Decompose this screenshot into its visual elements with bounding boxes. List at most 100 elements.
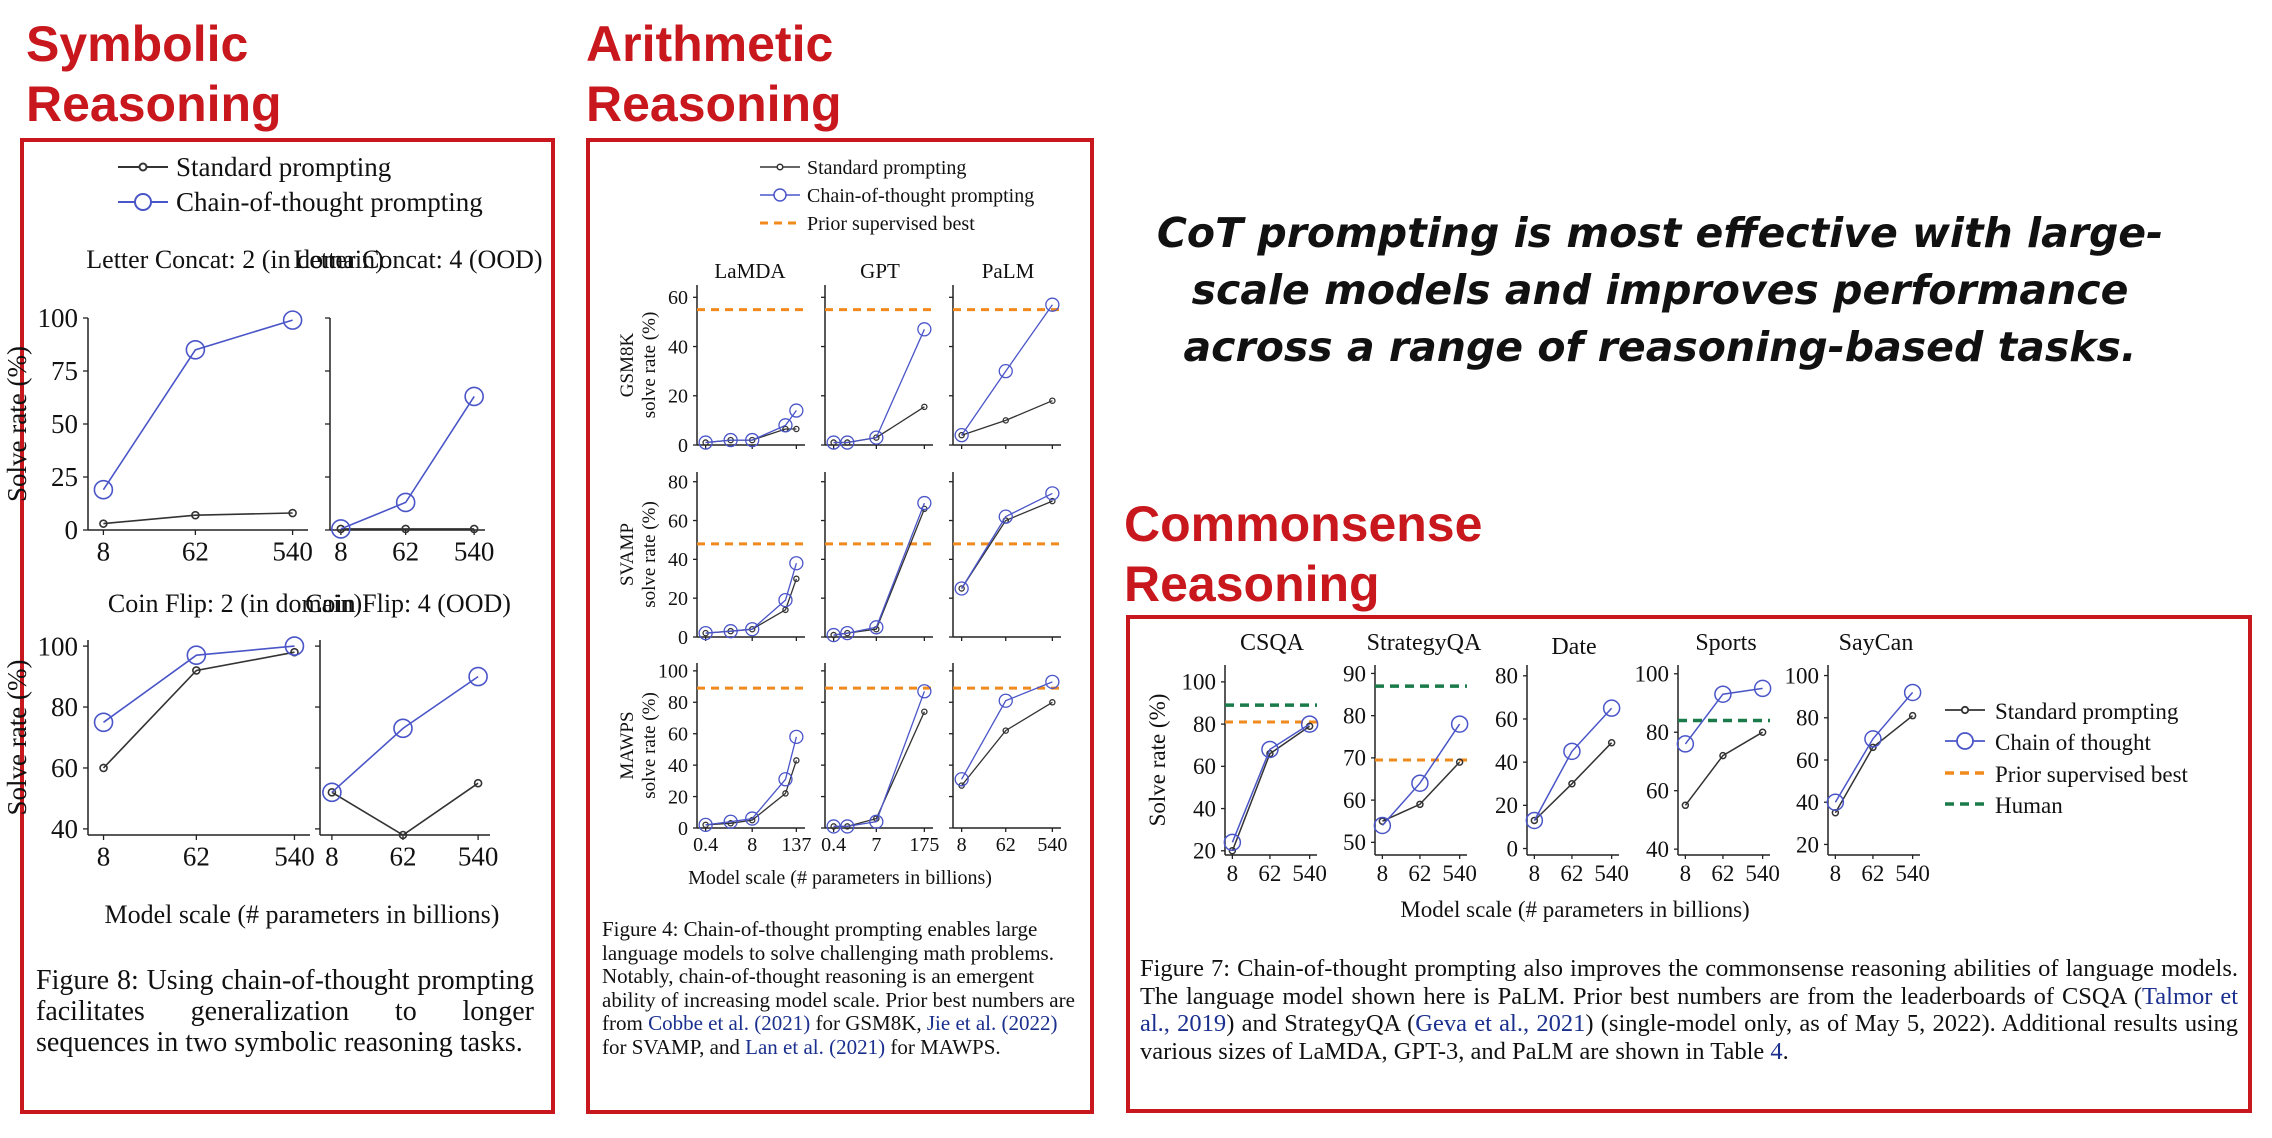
cot-point xyxy=(917,684,932,699)
standard-point xyxy=(469,524,479,534)
y-tick-label: 60 xyxy=(1343,788,1366,813)
caption-text: Figure 4: Chain-of-thought prompting ena… xyxy=(602,917,1075,1035)
citation-link[interactable]: Cobbe et al. (2021) xyxy=(648,1011,811,1035)
cot-point xyxy=(723,814,738,829)
standard-point xyxy=(327,788,337,797)
standard-series-line xyxy=(1533,742,1613,822)
cot-point xyxy=(468,666,488,687)
legend-label: Standard prompting xyxy=(176,152,391,182)
chart-title: SayCan xyxy=(1839,630,1914,656)
chart-plot: 0 20 40 60 80 100 0.4 8 137 MAWPS solve rate (%) xyxy=(617,661,811,856)
cot-point xyxy=(395,492,416,513)
y-tick-label: 20 xyxy=(668,386,688,408)
citation-link[interactable]: 4 xyxy=(1770,1037,1783,1065)
chart-title: LaMDA xyxy=(714,259,786,283)
legend-label: Prior supervised best xyxy=(807,213,975,235)
standard-point xyxy=(793,575,800,583)
cot-series-line xyxy=(705,736,798,826)
x-tick-label: 8 xyxy=(1830,861,1842,886)
x-tick-label: 540 xyxy=(1895,861,1930,886)
y-tick-label: 60 xyxy=(668,510,688,532)
commonsense-legend: Standard prompting Chain of thought Prio… xyxy=(1400,699,2188,922)
cot-series-line xyxy=(961,492,1053,589)
standard-point xyxy=(1049,397,1056,404)
standard-point xyxy=(793,757,800,764)
caption-text: for MAWPS. xyxy=(885,1034,1001,1059)
heading-line: Reasoning xyxy=(586,76,842,132)
heading-line: Commonsense xyxy=(1124,496,1483,552)
y-tick-label: 60 xyxy=(1796,748,1819,773)
cot-point xyxy=(1563,742,1581,761)
heading-line: Reasoning xyxy=(1124,556,1380,612)
cot-series-line xyxy=(961,681,1053,780)
standard-point xyxy=(1568,780,1576,788)
legend-label: Chain of thought xyxy=(1995,730,2151,755)
citation-link[interactable]: Jie et al. (2022) xyxy=(926,1011,1058,1035)
y-tick-label: 80 xyxy=(668,472,688,494)
cot-point xyxy=(954,772,969,787)
caption-text: ) (single-model only, as of May 5, 2022)… xyxy=(1140,1010,2239,1065)
standard-point xyxy=(1416,800,1424,809)
chart-plot xyxy=(949,472,1061,641)
cot-point xyxy=(464,386,484,407)
standard-series-line xyxy=(102,651,295,769)
x-tick-label: 540 xyxy=(1594,861,1629,886)
chart-title: CSQA xyxy=(1240,630,1305,656)
citation-link[interactable]: Lan et al. (2021) xyxy=(745,1034,886,1059)
symbolic-legend: Standard prompting Chain-of-thought prom… xyxy=(118,152,483,217)
cot-point xyxy=(1826,793,1845,811)
y-tick-label: 25 xyxy=(51,462,78,492)
cot-point xyxy=(826,819,841,834)
y-tick-label: 20 xyxy=(668,588,688,610)
cot-series-line xyxy=(833,502,926,636)
cot-point xyxy=(186,645,207,666)
cot-series-line xyxy=(102,319,293,491)
y-tick-label: 40 xyxy=(1495,750,1518,775)
cot-point xyxy=(1864,730,1882,748)
chart-plot: 0.4 7 175 xyxy=(821,663,939,856)
cot-point xyxy=(1676,735,1695,753)
chart-title: Letter Concat: 2 (in domain) xyxy=(86,245,383,274)
cot-point xyxy=(778,592,793,608)
x-tick-label: 62 xyxy=(1560,861,1583,886)
cot-point xyxy=(789,403,804,418)
cot-point xyxy=(1261,740,1279,759)
cot-point xyxy=(723,432,738,448)
standard-series-line xyxy=(961,701,1053,787)
cot-point xyxy=(93,479,114,500)
y-tick-label: 40 xyxy=(1796,790,1819,815)
legend-label: Standard prompting xyxy=(1995,699,2179,724)
citation-link[interactable]: Geva et al., 2021 xyxy=(1415,1010,1586,1037)
cot-point xyxy=(778,772,793,787)
x-axis-label: Model scale (# parameters in billions) xyxy=(688,867,992,889)
cot-point xyxy=(789,729,804,745)
cot-point xyxy=(93,712,114,733)
standard-point xyxy=(401,524,410,534)
y-tick-label: 60 xyxy=(1495,707,1518,732)
y-tick-label: 60 xyxy=(668,287,688,309)
standard-point xyxy=(1719,751,1727,760)
x-tick-label: 62 xyxy=(1258,861,1281,886)
y-tick-label: 0 xyxy=(1507,836,1519,861)
chart-plot: 50 60 70 80 90 8 62 540 xyxy=(1343,661,1477,886)
chart-plot: 8 62 540 xyxy=(325,317,494,567)
standard-point xyxy=(99,519,108,528)
heading-line: Symbolic xyxy=(26,16,249,72)
y-axis-label: solve rate (%) xyxy=(639,501,660,608)
standard-point xyxy=(1002,727,1009,734)
chart-plot: 20 40 60 80 100 8 62 540 Solve rate (%) xyxy=(1145,665,1327,886)
x-tick-label: 62 xyxy=(392,537,419,567)
cot-point xyxy=(745,432,760,448)
y-tick-label: 80 xyxy=(1796,706,1819,731)
citation-link[interactable]: Talmor et al., 2019 xyxy=(1140,982,2238,1038)
cot-point xyxy=(1602,699,1621,717)
chart-plot: 8 62 540 xyxy=(315,640,498,872)
cot-point xyxy=(723,624,738,639)
cot-point xyxy=(1411,774,1429,792)
x-tick-label: 62 xyxy=(183,842,210,872)
x-tick-label: 8 xyxy=(747,834,757,856)
cot-point xyxy=(1903,683,1922,702)
standard-point xyxy=(958,431,965,439)
standard-point xyxy=(191,510,200,520)
